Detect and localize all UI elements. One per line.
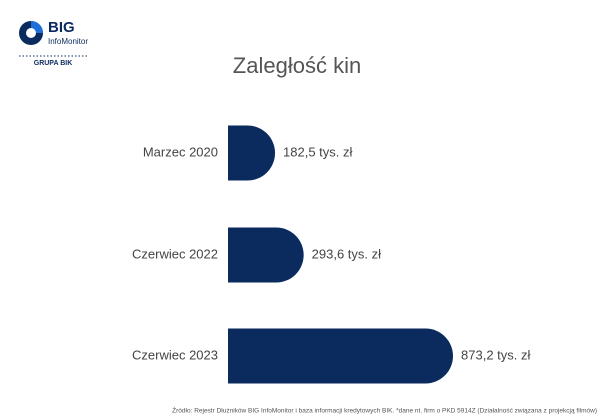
logo-subname: InfoMonitor <box>48 37 88 46</box>
value-label: 873,2 tys. zł <box>461 347 530 362</box>
footer: Źródło: Rejestr Dłużników BIG InfoMonito… <box>172 406 597 415</box>
category-label: Czerwiec 2023 <box>132 347 218 362</box>
category-label: Marzec 2020 <box>143 144 218 159</box>
bar <box>228 328 453 384</box>
bar <box>228 125 276 181</box>
logo-group: GRUPA BIK <box>34 60 73 67</box>
bar <box>228 227 304 283</box>
value-label: 182,5 tys. zł <box>283 144 352 159</box>
value-label: 293,6 tys. zł <box>312 246 381 261</box>
logo: BIG InfoMonitor GRUPA BIK <box>19 19 88 67</box>
logo-name: BIG <box>48 19 75 36</box>
chart-title: Zaległość kin <box>233 53 361 78</box>
logo-dot <box>26 28 36 38</box>
category-label: Czerwiec 2022 <box>132 246 218 261</box>
